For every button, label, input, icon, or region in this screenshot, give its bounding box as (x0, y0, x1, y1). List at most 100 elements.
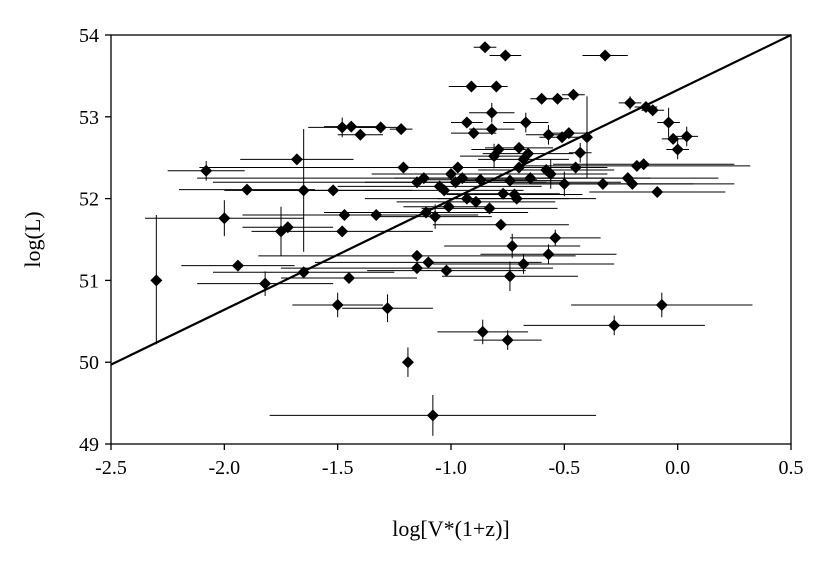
data-point (646, 104, 659, 117)
data-point (637, 158, 650, 171)
data-point (517, 258, 530, 271)
x-tick-label: -2.5 (95, 457, 127, 479)
data-point (442, 200, 455, 213)
data-point (503, 270, 516, 283)
data-point (297, 266, 310, 279)
y-axis: 49 50 51 52 53 54 (79, 25, 111, 456)
data-point (281, 221, 294, 234)
y-tick-label: 49 (79, 434, 99, 456)
data-point (513, 141, 525, 154)
data-point (519, 116, 532, 129)
data-point (626, 177, 639, 190)
y-tick-label: 51 (79, 270, 99, 292)
data-point (440, 264, 453, 277)
data-point (542, 128, 555, 141)
data-point (331, 298, 344, 311)
data-point (599, 49, 612, 62)
plot-area (110, 34, 792, 445)
data-point (513, 161, 525, 174)
data-point (492, 143, 505, 156)
data-point (490, 80, 503, 93)
data-point (581, 131, 593, 144)
data-point (510, 192, 523, 205)
data-point (417, 172, 430, 185)
data-point (680, 130, 693, 143)
data-point (608, 319, 621, 332)
x-axis-title: log[V*(1+z)] (392, 516, 509, 541)
data-point (445, 168, 457, 181)
data-point (522, 147, 535, 160)
data-point (343, 271, 355, 284)
y-tick-label: 50 (79, 352, 99, 374)
data-point (535, 92, 548, 105)
data-point (479, 41, 491, 54)
data-point (551, 92, 564, 105)
data-point (460, 116, 473, 129)
data-point (429, 210, 442, 223)
data-point (422, 256, 435, 269)
y-axis-title: log(L) (20, 211, 45, 267)
data-point (474, 173, 487, 186)
data-point (562, 127, 575, 140)
data-point (290, 153, 303, 166)
data-point (241, 183, 253, 196)
data-point (574, 146, 587, 159)
data-point (655, 298, 668, 311)
data-point (354, 128, 367, 141)
data-point (401, 356, 414, 369)
data-point (549, 231, 562, 244)
error-bars (145, 46, 753, 436)
data-points (150, 41, 693, 422)
x-tick-label: 0.5 (779, 457, 804, 479)
data-point (524, 172, 537, 185)
data-point (451, 161, 464, 174)
data-point (259, 277, 272, 290)
x-tick-label: -1.5 (322, 457, 354, 479)
data-point (231, 259, 244, 272)
x-tick-label: -1.0 (435, 457, 467, 479)
data-point (465, 80, 478, 93)
data-point (381, 302, 394, 315)
data-point (395, 123, 408, 136)
data-point (345, 120, 358, 133)
data-point (411, 249, 423, 262)
data-point (370, 208, 383, 221)
data-point (327, 184, 340, 197)
data-point (426, 409, 439, 422)
y-tick-label: 53 (79, 107, 99, 129)
data-point (460, 192, 473, 205)
data-point (338, 208, 351, 221)
data-point (567, 88, 580, 101)
data-point (397, 161, 410, 174)
data-point (569, 161, 582, 174)
data-point (501, 334, 514, 347)
y-tick-label: 54 (79, 25, 99, 47)
data-point (411, 262, 423, 275)
data-point (456, 172, 469, 185)
data-point (667, 132, 680, 145)
data-point (297, 184, 310, 197)
data-point (336, 225, 349, 238)
data-point (420, 206, 433, 219)
x-tick-label: -0.5 (548, 457, 580, 479)
data-point (485, 123, 498, 136)
data-point (506, 240, 519, 253)
data-point (336, 121, 349, 134)
data-point (499, 49, 512, 62)
y-tick-label: 52 (79, 189, 99, 211)
data-point (542, 248, 555, 261)
data-point (150, 274, 163, 287)
data-point (544, 168, 557, 181)
data-point (483, 202, 496, 215)
data-point (200, 164, 213, 177)
x-tick-label: -2.0 (208, 457, 240, 479)
fit-line (110, 34, 792, 366)
data-point (218, 212, 231, 225)
data-point (651, 186, 664, 199)
data-point (497, 187, 510, 200)
x-tick-label: 0.0 (665, 457, 690, 479)
data-point (438, 184, 451, 197)
data-point (624, 96, 637, 109)
data-point (558, 177, 571, 190)
